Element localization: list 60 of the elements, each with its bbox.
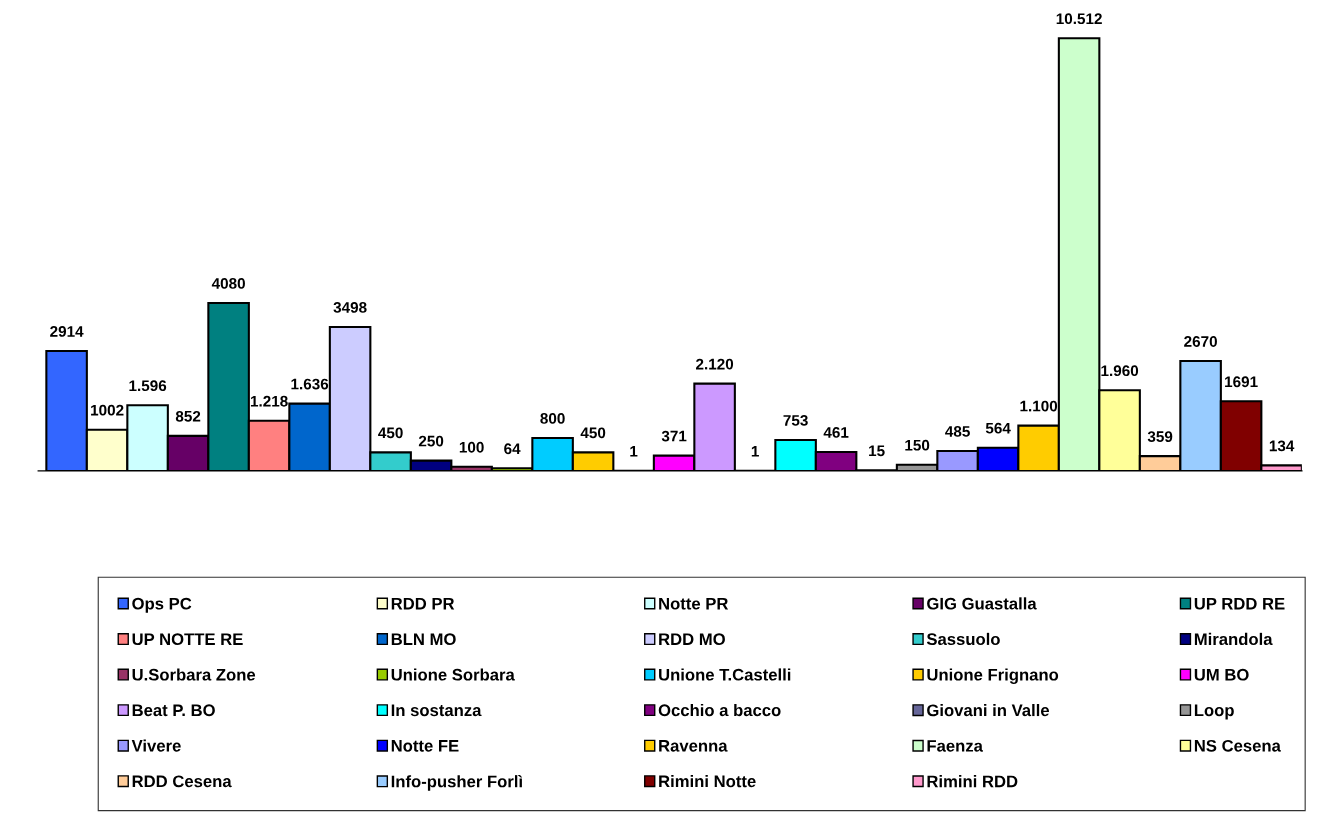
legend-label: BLN MO [391,633,456,646]
legend-label: Faenza [927,740,984,752]
legend-label: Ops PC [132,597,192,613]
legend-label: UM BO [1194,668,1249,681]
data-label: 461 [823,427,849,438]
legend-label: RDD MO [659,633,725,646]
data-label: 359 [1147,431,1173,443]
data-label: 250 [418,435,444,447]
data-label: 1 [630,446,638,457]
data-label: 852 [175,410,201,422]
legend-label: Unione T.Castelli [659,668,791,681]
legend-label: RDD Cesena [132,775,232,788]
data-label: 64 [504,443,521,455]
legend-label: UP RDD RE [1194,597,1285,610]
data-label: 1002 [91,404,124,416]
data-label: 564 [985,422,1011,434]
data-label: 1.960 [1101,365,1139,377]
data-label: 485 [945,426,970,437]
legend-label: Ravenna [659,740,728,752]
data-label: 371 [661,430,687,442]
data-label: 1.100 [1020,400,1058,412]
data-label: 10.512 [1056,13,1102,25]
data-label: 450 [580,427,606,439]
legend-label: NS Cesena [1194,739,1281,752]
legend-label: Loop [1194,704,1234,720]
legend-label: Rimini RDD [927,775,1018,788]
data-label: 2914 [50,326,84,337]
legend-label: Vivere [131,739,181,752]
legend-label: Info-pusher Forlì [391,774,523,791]
data-label: 1691 [1225,376,1258,388]
legend-label: U.Sorbara Zone [132,668,256,681]
legend-label: UP NOTTE RE [132,633,243,646]
data-label: 450 [378,427,403,439]
data-label: 2670 [1184,336,1217,347]
data-label: 1.596 [129,380,167,392]
legend-label: Mirandola [1194,632,1273,646]
legend-label: Unione Sorbara [391,668,515,681]
legend-label: Occhio a bacco [658,703,781,717]
data-label: 2.120 [696,358,734,370]
legend-label: Unione Frignano [927,668,1059,684]
legend-label: Rimini Notte [659,774,756,788]
legend-label: GIG Guastalla [927,597,1037,610]
legend-label: In sostanza [391,704,482,717]
data-label: 1.636 [291,378,329,390]
data-label: 15 [869,445,885,457]
data-label: 3498 [333,302,367,313]
data-label: 100 [459,441,484,453]
data-label: 134 [1269,440,1295,452]
data-label: 4080 [211,278,245,289]
legend-label: Giovani in Valle [927,703,1050,717]
data-label: 753 [783,414,808,426]
data-label: 800 [540,413,565,424]
legend-label: Beat P. BO [132,704,215,717]
legend-label: Notte PR [659,597,729,610]
data-label: 1.218 [250,395,288,407]
legend-label: Sassuolo [926,632,1000,646]
data-label: 1 [751,446,759,457]
data-label: 150 [905,439,930,451]
legend-label: RDD PR [391,597,455,610]
legend-label: Notte FE [391,740,459,752]
